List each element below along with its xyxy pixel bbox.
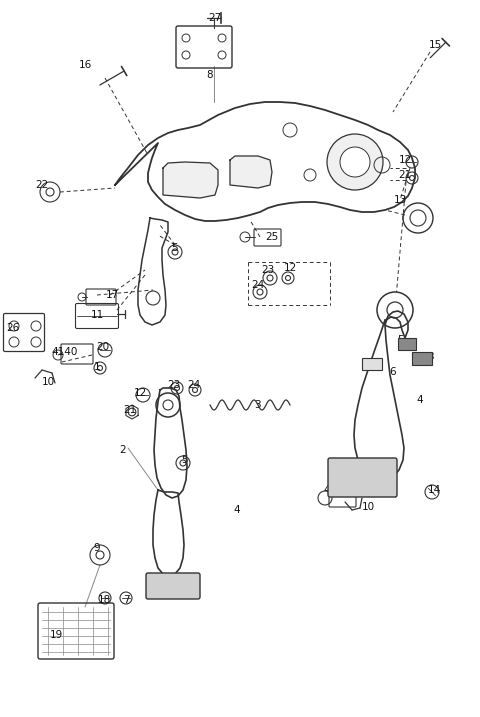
Text: 23: 23: [262, 265, 275, 275]
Text: 1: 1: [94, 362, 100, 372]
Text: 24: 24: [187, 380, 201, 390]
Text: 19: 19: [49, 630, 62, 640]
Polygon shape: [154, 388, 187, 498]
Text: 20: 20: [96, 342, 109, 352]
Circle shape: [340, 147, 370, 177]
Polygon shape: [163, 162, 218, 198]
Bar: [362, 358, 382, 370]
Text: 15: 15: [428, 40, 442, 50]
Circle shape: [156, 393, 180, 417]
Text: 24: 24: [252, 280, 264, 290]
Text: 3: 3: [427, 352, 433, 362]
Polygon shape: [354, 311, 408, 480]
Text: 13: 13: [394, 195, 407, 205]
Text: 10: 10: [41, 377, 55, 387]
Text: 10: 10: [361, 502, 374, 512]
Polygon shape: [230, 156, 272, 188]
Text: 21: 21: [123, 405, 137, 415]
Text: 9: 9: [94, 543, 100, 553]
Text: 5: 5: [172, 243, 178, 253]
FancyBboxPatch shape: [146, 573, 200, 599]
Text: 2: 2: [120, 445, 126, 455]
Text: 4340: 4340: [324, 485, 350, 495]
Text: 14: 14: [427, 485, 441, 495]
Text: 12: 12: [157, 395, 170, 405]
Text: 21: 21: [398, 170, 412, 180]
Text: 25: 25: [265, 232, 278, 242]
Text: 4140: 4140: [52, 347, 78, 357]
Text: 16: 16: [78, 60, 92, 70]
Text: 4: 4: [234, 505, 240, 515]
Text: 12: 12: [133, 388, 146, 398]
FancyBboxPatch shape: [328, 458, 397, 497]
Text: 4: 4: [417, 395, 423, 405]
Polygon shape: [153, 490, 184, 576]
Text: 5: 5: [396, 335, 403, 345]
Polygon shape: [138, 218, 168, 325]
Text: 18: 18: [97, 595, 110, 605]
Text: 5: 5: [180, 455, 187, 465]
Text: 3: 3: [254, 400, 260, 410]
Circle shape: [327, 134, 383, 190]
Text: 23: 23: [168, 380, 180, 390]
Text: 22: 22: [36, 180, 48, 190]
Bar: [398, 338, 416, 350]
Text: 11: 11: [90, 310, 104, 320]
Text: 27: 27: [208, 13, 222, 23]
Text: 26: 26: [6, 323, 20, 333]
Text: 7: 7: [123, 595, 129, 605]
Bar: [412, 352, 432, 365]
Polygon shape: [115, 102, 415, 221]
Text: 6: 6: [390, 367, 396, 377]
Circle shape: [377, 292, 413, 328]
Text: 17: 17: [106, 290, 119, 300]
Text: 12: 12: [283, 263, 297, 273]
Text: 12: 12: [398, 155, 412, 165]
Text: 8: 8: [207, 70, 213, 80]
